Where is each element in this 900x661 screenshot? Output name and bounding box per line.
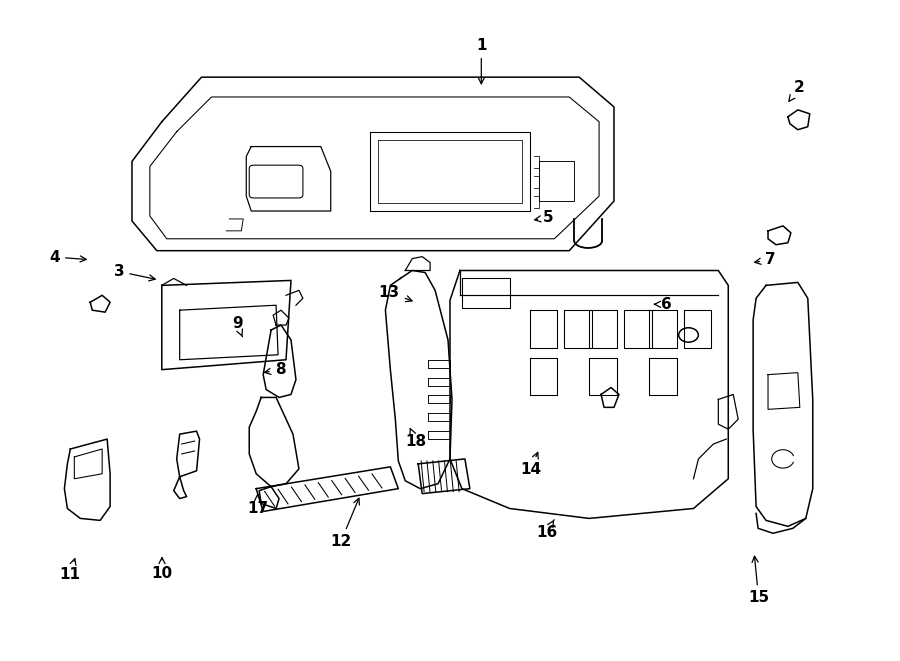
- Text: 12: 12: [330, 498, 359, 549]
- Text: 3: 3: [113, 264, 155, 281]
- Text: 4: 4: [50, 250, 86, 264]
- Text: 18: 18: [405, 428, 427, 449]
- Text: 14: 14: [520, 452, 541, 477]
- Text: 13: 13: [379, 285, 412, 301]
- Text: 6: 6: [654, 297, 671, 312]
- Text: 15: 15: [748, 556, 770, 605]
- Text: 1: 1: [476, 38, 487, 84]
- Text: 10: 10: [151, 557, 173, 580]
- Text: 17: 17: [248, 494, 268, 516]
- Text: 2: 2: [789, 81, 805, 101]
- Text: 8: 8: [265, 362, 285, 377]
- Text: 16: 16: [536, 520, 557, 540]
- Text: 11: 11: [59, 559, 80, 582]
- Text: 5: 5: [535, 210, 554, 225]
- Text: 7: 7: [755, 253, 776, 267]
- Text: 9: 9: [232, 317, 242, 337]
